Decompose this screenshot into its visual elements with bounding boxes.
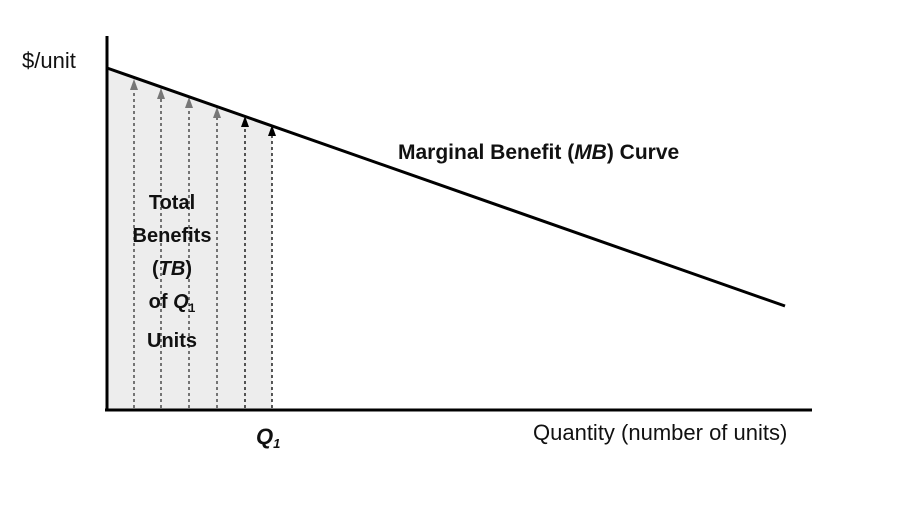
mb-label-prefix: Marginal Benefit ( <box>398 141 575 164</box>
arrowhead-3 <box>185 97 193 108</box>
tb-close-paren: ) <box>185 258 192 280</box>
tb-line-3: (TB) <box>120 253 224 286</box>
mb-curve <box>106 66 786 308</box>
q1-subscript: 1 <box>273 436 281 451</box>
mb-label-abbrev: MB <box>574 141 607 164</box>
arrowhead-2 <box>157 88 165 99</box>
tb-of-prefix: of <box>148 291 174 313</box>
y-axis-label: $/unit <box>22 48 76 73</box>
q1-axis-label: Q1 <box>256 424 280 451</box>
arrowhead-1 <box>130 79 138 90</box>
marginal-benefit-arrows <box>130 79 276 408</box>
tb-line-1: Total <box>148 192 196 214</box>
mb-label-suffix: ) Curve <box>606 141 680 164</box>
tb-line-4: of Q1 <box>120 286 224 325</box>
x-axis-label: Quantity (number of units) <box>533 420 788 445</box>
mb-curve-label: Marginal Benefit (MB) Curve <box>398 141 679 165</box>
tb-q-symbol: Q <box>173 291 189 313</box>
arrowhead-4 <box>213 107 221 118</box>
tb-open-paren: ( <box>151 258 159 280</box>
tb-line-5: Units <box>147 330 197 352</box>
tb-abbrev: TB <box>158 258 186 280</box>
q1-symbol: Q <box>256 424 274 449</box>
arrowhead-q1 <box>268 125 276 136</box>
total-benefits-label: Total Benefits (TB) of Q1 Units <box>120 187 224 358</box>
arrowhead-5 <box>241 116 249 127</box>
tb-line-2: Benefits <box>132 225 212 247</box>
tb-q-subscript: 1 <box>188 301 196 315</box>
